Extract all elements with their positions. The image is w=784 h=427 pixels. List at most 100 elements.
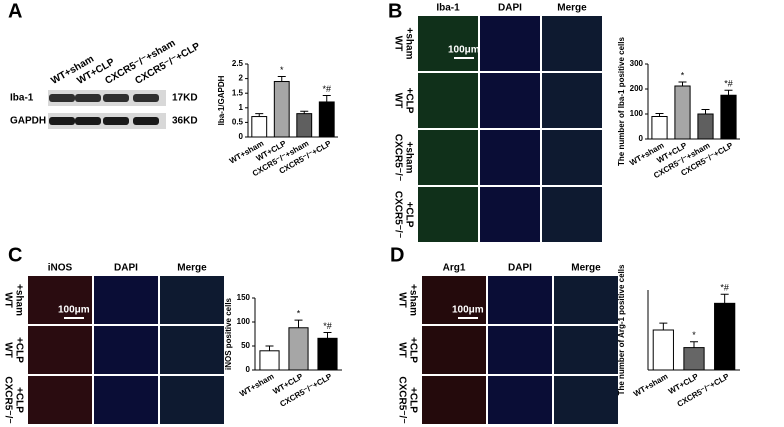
bar (697, 113, 714, 140)
row-label: +CLP (407, 337, 418, 363)
blot-band (103, 117, 129, 125)
y-axis-label: The number of Arg-1 positive cells (617, 264, 626, 395)
micrograph (422, 276, 486, 324)
bar (259, 350, 280, 371)
column-header: Merge (177, 263, 207, 274)
row-label: WT (2, 342, 13, 358)
scale-bar-label: 100μm (58, 305, 90, 316)
column-header: iNOS (48, 263, 73, 274)
blot-size-label: 36KD (172, 116, 198, 127)
micrograph (28, 376, 92, 424)
error-bar (277, 76, 286, 82)
blot-band (133, 94, 159, 102)
row-label: +sham (403, 142, 414, 174)
bar (674, 85, 691, 140)
micrograph (480, 130, 540, 185)
micrograph (542, 16, 602, 71)
y-tick-label: 100 (630, 109, 644, 118)
error-bar (720, 293, 729, 304)
y-tick-label: 0.5 (232, 118, 244, 127)
blot-row-label: GAPDH (10, 116, 46, 127)
significance-mark: * (280, 65, 284, 75)
bar (318, 101, 335, 138)
blot-band (75, 94, 101, 102)
row-label: CXCR5⁻/⁻ (396, 376, 407, 423)
row-label: CXCR5⁻/⁻ (392, 191, 403, 238)
micrograph (28, 326, 92, 374)
y-axis-label: Iba-1/GAPDH (217, 75, 226, 125)
column-header: DAPI (114, 263, 138, 274)
micrograph (422, 326, 486, 374)
micrograph (480, 73, 540, 128)
column-header: DAPI (498, 3, 522, 14)
micrograph (160, 376, 224, 424)
panel-label: C (8, 244, 22, 266)
x-tick-label: WT+sham (632, 372, 669, 399)
micrograph (418, 187, 478, 242)
row-label: WT (392, 93, 403, 109)
bar (251, 116, 268, 138)
error-bar (678, 81, 687, 86)
error-bar (322, 95, 331, 102)
blot-band (49, 117, 75, 125)
bar (683, 347, 705, 371)
panel-label: A (8, 0, 22, 22)
micrograph (542, 73, 602, 128)
y-tick-label: 100 (237, 317, 251, 326)
y-tick-label: 1.5 (232, 88, 244, 97)
blot-band (75, 117, 101, 125)
micrograph (480, 16, 540, 71)
scale-bar-label: 100μm (448, 45, 480, 56)
error-bar (659, 322, 668, 330)
micrograph (94, 276, 158, 324)
bar (296, 113, 313, 138)
micrograph (542, 187, 602, 242)
column-header: Merge (557, 3, 587, 14)
error-bar (701, 109, 710, 114)
micrograph (418, 16, 478, 71)
column-header: Iba-1 (436, 3, 460, 14)
row-label: WT (396, 342, 407, 358)
y-tick-label: 0 (246, 365, 251, 374)
micrograph (554, 276, 618, 324)
y-tick-label: 200 (630, 84, 644, 93)
scale-bar-label: 100μm (452, 305, 484, 316)
y-tick-label: 1 (239, 103, 244, 112)
panel-label: D (390, 244, 404, 266)
row-label: +CLP (403, 88, 414, 114)
row-label: +CLP (13, 337, 24, 363)
x-tick-label: CXCR5⁻/⁻+CLP (278, 371, 334, 408)
micrograph (160, 326, 224, 374)
row-label: +sham (403, 28, 414, 60)
row-label: WT (2, 292, 13, 308)
y-tick-label: 0 (639, 134, 644, 143)
bar (652, 329, 674, 371)
row-label: +sham (407, 284, 418, 316)
micrograph (418, 130, 478, 185)
micrograph (554, 326, 618, 374)
error-bar (255, 113, 264, 117)
significance-mark: * (692, 330, 696, 340)
significance-mark: *# (322, 84, 331, 94)
significance-mark: *# (720, 283, 729, 293)
row-label: +CLP (407, 387, 418, 413)
y-tick-label: 150 (237, 293, 251, 302)
error-bar (323, 332, 332, 339)
micrograph (418, 73, 478, 128)
bar (317, 337, 338, 371)
micrograph (554, 376, 618, 424)
bar (714, 302, 736, 371)
error-bar (294, 319, 303, 328)
y-axis-label: iNOS positive cells (224, 297, 233, 370)
row-label: WT (392, 36, 403, 52)
significance-mark: *# (323, 321, 332, 331)
column-header: DAPI (508, 263, 532, 274)
bar (720, 94, 737, 140)
y-tick-label: 0 (239, 132, 244, 141)
error-bar (300, 110, 309, 114)
micrograph (94, 376, 158, 424)
column-header: Arg1 (443, 263, 466, 274)
micrograph (480, 187, 540, 242)
micrograph (422, 376, 486, 424)
